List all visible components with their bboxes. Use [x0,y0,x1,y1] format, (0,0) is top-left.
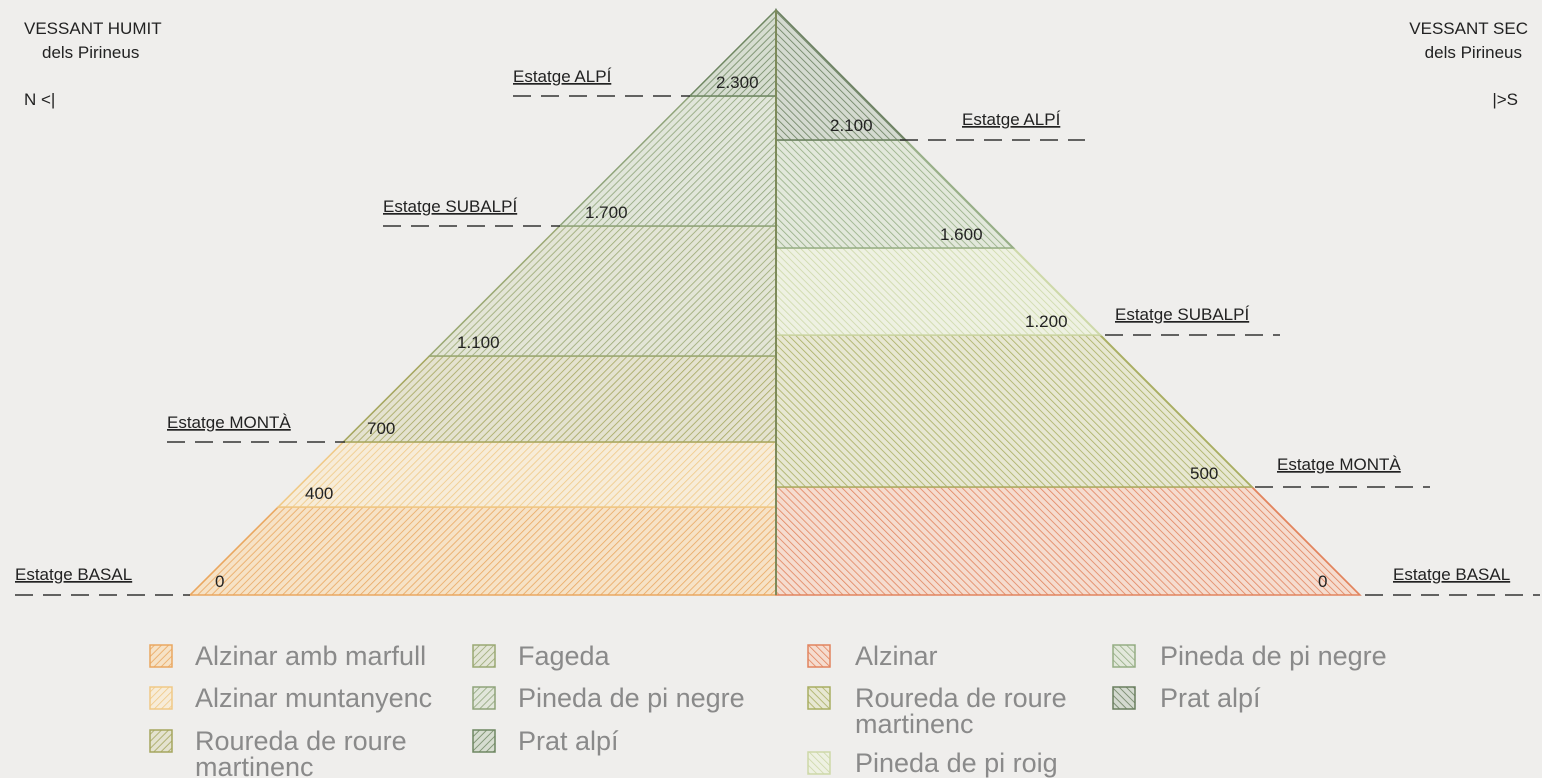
level-label: 1.100 [457,333,500,352]
legend-swatch [1112,686,1136,710]
legend-swatch [807,686,831,710]
legend-label: Alzinar muntanyenc [195,683,433,713]
level-label: 500 [1190,464,1218,483]
legend-label: Alzinar [855,641,938,671]
right-direction: |>S [1492,90,1518,109]
stage-label: Estatge MONTÀ [1277,455,1401,474]
legend-label: Roureda de roure martinenc [195,726,407,778]
level-label: 700 [367,419,395,438]
stage-label: Estatge BASAL [1393,565,1510,584]
legend-swatch [472,686,496,710]
level-label: 1.700 [585,203,628,222]
stage-label: Estatge MONTÀ [167,413,291,432]
layer [276,441,777,508]
legend-swatch [807,644,831,668]
level-label: 0 [1318,572,1327,591]
legend-swatch [149,644,173,668]
level-label: 1.200 [1025,312,1068,331]
layer [775,334,1254,488]
level-label: 1.600 [940,225,983,244]
legend-swatch [1112,644,1136,668]
legend-swatch [807,751,831,775]
legend-label: Roureda de roure martinenc [855,683,1067,739]
stage-label: Estatge BASAL [15,565,132,584]
left-subtitle: dels Pirineus [42,43,139,62]
legend-label: Pineda de pi roig [855,748,1058,778]
stage-label: Estatge SUBALPÍ [1115,305,1249,324]
legend-swatch [472,644,496,668]
legend-label: Alzinar amb marfull [195,641,427,671]
stage-label: Estatge SUBALPÍ [383,197,517,216]
legend-swatch [472,729,496,753]
legend-swatch [149,729,173,753]
level-label: 2.100 [830,116,873,135]
legend-label: Prat alpí [1160,683,1261,713]
layer [188,506,777,596]
legend-label: Pineda de pi negre [518,683,745,713]
stage-label: Estatge ALPÍ [962,110,1061,129]
legend-label: Fageda [518,641,610,671]
stage-label: Estatge ALPÍ [513,67,612,86]
level-label: 0 [215,572,224,591]
left-title: VESSANT HUMIT [24,19,162,38]
legend-label: Pineda de pi negre [1160,641,1387,671]
layer [341,355,777,443]
right-subtitle: dels Pirineus [1425,43,1522,62]
left-direction: N <| [24,90,55,109]
level-label: 2.300 [716,73,759,92]
level-label: 400 [305,484,333,503]
right-title: VESSANT SEC [1409,19,1528,38]
legend-label: Prat alpí [518,726,619,756]
legend-swatch [149,686,173,710]
layer [775,486,1362,596]
